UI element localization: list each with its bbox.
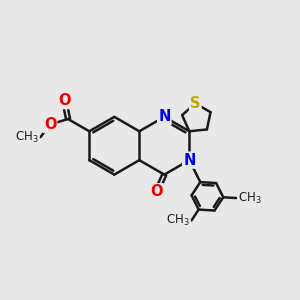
- Text: CH$_3$: CH$_3$: [167, 213, 190, 228]
- Text: N: N: [158, 109, 170, 124]
- Text: S: S: [190, 96, 200, 111]
- Text: O: O: [58, 93, 70, 108]
- Text: O: O: [150, 184, 163, 199]
- Text: CH$_3$: CH$_3$: [238, 190, 261, 206]
- Text: O: O: [44, 117, 56, 132]
- Text: N: N: [183, 153, 196, 168]
- Text: CH$_3$: CH$_3$: [15, 130, 39, 145]
